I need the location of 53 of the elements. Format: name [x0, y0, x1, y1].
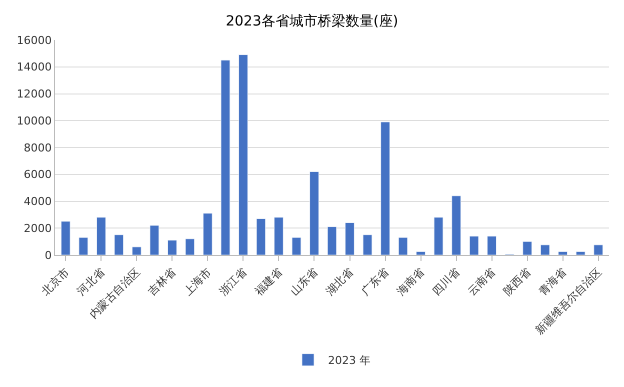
legend-label: 2023 年 — [328, 354, 370, 368]
x-tick-label: 山东省 — [288, 266, 320, 298]
bar — [327, 226, 337, 255]
bar — [168, 240, 177, 255]
x-tick-label: 陕西省 — [500, 266, 534, 298]
bar — [558, 251, 568, 255]
bar — [540, 244, 550, 255]
bar — [345, 222, 354, 255]
bar — [362, 234, 372, 255]
bar — [576, 251, 586, 255]
bar — [185, 238, 195, 255]
bar — [132, 246, 142, 255]
y-tick-label: 2000 — [24, 222, 52, 235]
x-tick-label: 云南省 — [465, 266, 498, 298]
x-tick-label: 上海市 — [181, 266, 214, 298]
x-tick-label: 浙江省 — [216, 266, 250, 298]
bar — [220, 60, 230, 255]
bar — [96, 217, 106, 255]
y-tick-label: 12000 — [16, 88, 52, 101]
bar — [78, 237, 88, 255]
bar — [416, 251, 426, 255]
y-tick-label: 6000 — [24, 168, 52, 182]
y-tick-label: 8000 — [24, 141, 52, 154]
x-tick-label: 湖北省 — [323, 266, 356, 298]
bar — [238, 54, 248, 255]
bar — [310, 171, 319, 255]
bar — [274, 217, 284, 255]
x-tick-label: 北京市 — [39, 266, 72, 298]
bar — [398, 237, 408, 255]
bar — [380, 122, 390, 255]
bar — [487, 236, 496, 255]
y-tick-label: 10000 — [16, 114, 52, 128]
bar — [594, 244, 604, 255]
bar — [469, 236, 479, 255]
bar — [60, 221, 70, 255]
x-tick-label: 吉林省 — [146, 266, 178, 298]
x-tick-label: 海南省 — [394, 266, 427, 298]
bar — [203, 213, 212, 255]
x-tick-label: 四川省 — [430, 266, 462, 298]
bar — [452, 196, 461, 255]
y-tick-label: 0 — [44, 248, 52, 262]
y-tick-label: 14000 — [16, 60, 52, 74]
x-tick-label: 福建省 — [252, 266, 285, 298]
bar — [292, 237, 302, 255]
y-tick-label: 4000 — [24, 195, 52, 208]
chart-title: 2023各省城市桥梁数量(座) — [226, 13, 398, 30]
x-tick-label: 广东省 — [358, 266, 392, 298]
bar — [434, 217, 444, 255]
bar — [150, 225, 160, 255]
y-tick-label: 16000 — [16, 34, 52, 47]
bar — [114, 234, 124, 255]
bar — [256, 218, 266, 255]
bar — [522, 241, 532, 255]
